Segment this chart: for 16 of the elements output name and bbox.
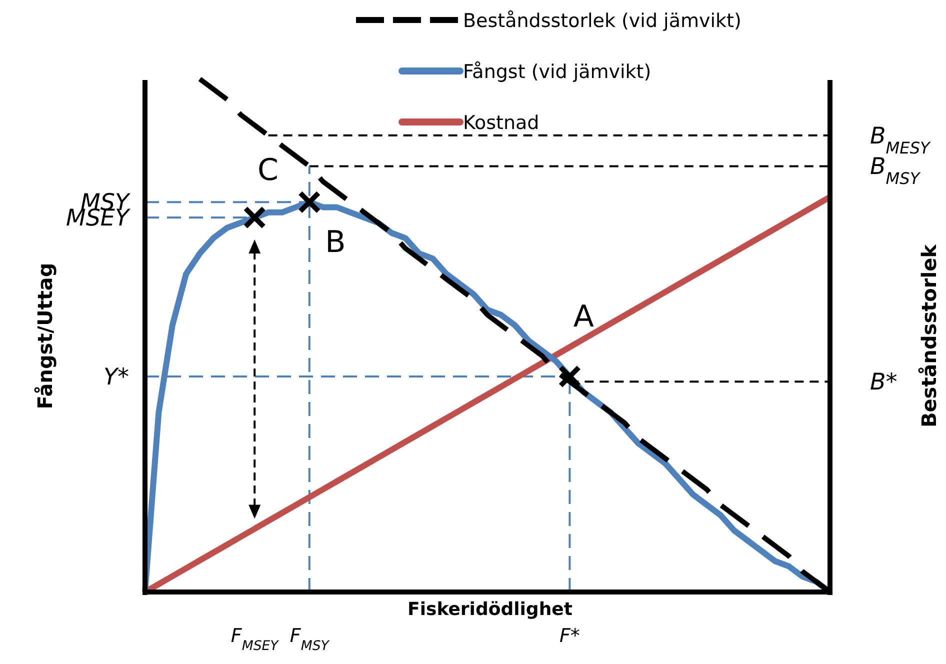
legend-label: Fångst (vid jämvikt) bbox=[463, 61, 652, 83]
y2-axis-title: Beståndsstorlek bbox=[917, 244, 941, 428]
annotation: A bbox=[573, 300, 594, 335]
ref-line-label: B$_{MESY}$ bbox=[870, 123, 932, 157]
y-axis-title: Fångst/Uttag bbox=[33, 262, 57, 410]
annotation: B bbox=[325, 225, 346, 260]
annotation: C bbox=[258, 153, 278, 188]
x-tick-label: F$_{MSY}$ bbox=[290, 625, 330, 654]
ref-line-label: B$_{MSY}$ bbox=[870, 154, 921, 188]
x-axis-title: Fiskeridödlighet bbox=[408, 599, 573, 620]
x-tick-label: F$_{MSEY}$ bbox=[230, 625, 280, 654]
x-tick-label: F* bbox=[559, 625, 580, 647]
ref-line-label: Y* bbox=[103, 364, 129, 391]
legend-label: Beståndsstorlek (vid jämvikt) bbox=[463, 10, 742, 32]
legend-label: Kostnad bbox=[463, 112, 540, 134]
ref-line-label: B* bbox=[870, 370, 898, 396]
